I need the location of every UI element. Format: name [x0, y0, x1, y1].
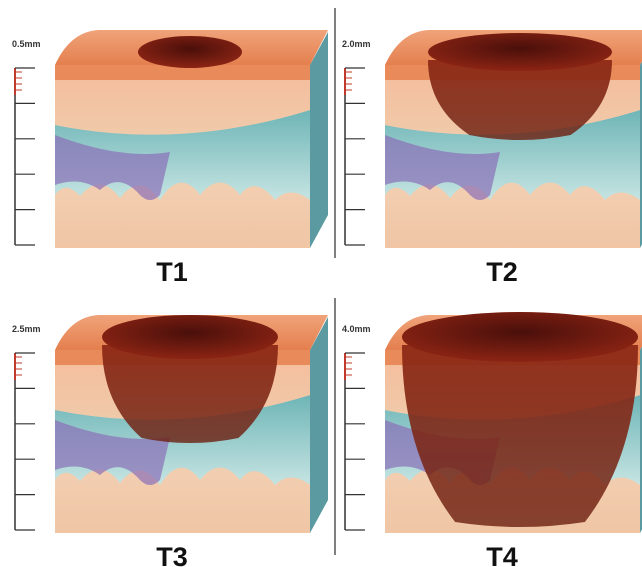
depth-label: 4.0mm [342, 324, 371, 334]
depth-label: 0.5mm [12, 39, 41, 49]
panel: 2.5mm T3 [12, 315, 328, 567]
panel: 2.0mm T2 [342, 30, 642, 287]
panel: 0.5mm T1 [12, 30, 328, 287]
stage-label: T4 [486, 542, 518, 567]
tumor-surface [402, 312, 638, 362]
dermis-pink [55, 80, 310, 135]
stage-label: T2 [486, 257, 518, 287]
depth-label: 2.5mm [12, 324, 41, 334]
panel: 4.0mm T4 [342, 312, 642, 567]
tumor-invasion [102, 345, 278, 443]
stage-label: T1 [156, 257, 188, 287]
block-side [310, 317, 328, 533]
purple-layer [385, 135, 500, 200]
tumor-invasion [402, 345, 638, 527]
epidermis [55, 65, 310, 80]
depth-label: 2.0mm [342, 39, 371, 49]
stage-label: T3 [156, 542, 188, 567]
purple-layer [55, 135, 170, 200]
purple-layer [55, 420, 170, 485]
tumor-surface [102, 315, 278, 359]
tumor-surface [428, 33, 612, 71]
tumor-surface [138, 36, 242, 68]
tumor-invasion [428, 60, 612, 140]
block-side [310, 32, 328, 248]
